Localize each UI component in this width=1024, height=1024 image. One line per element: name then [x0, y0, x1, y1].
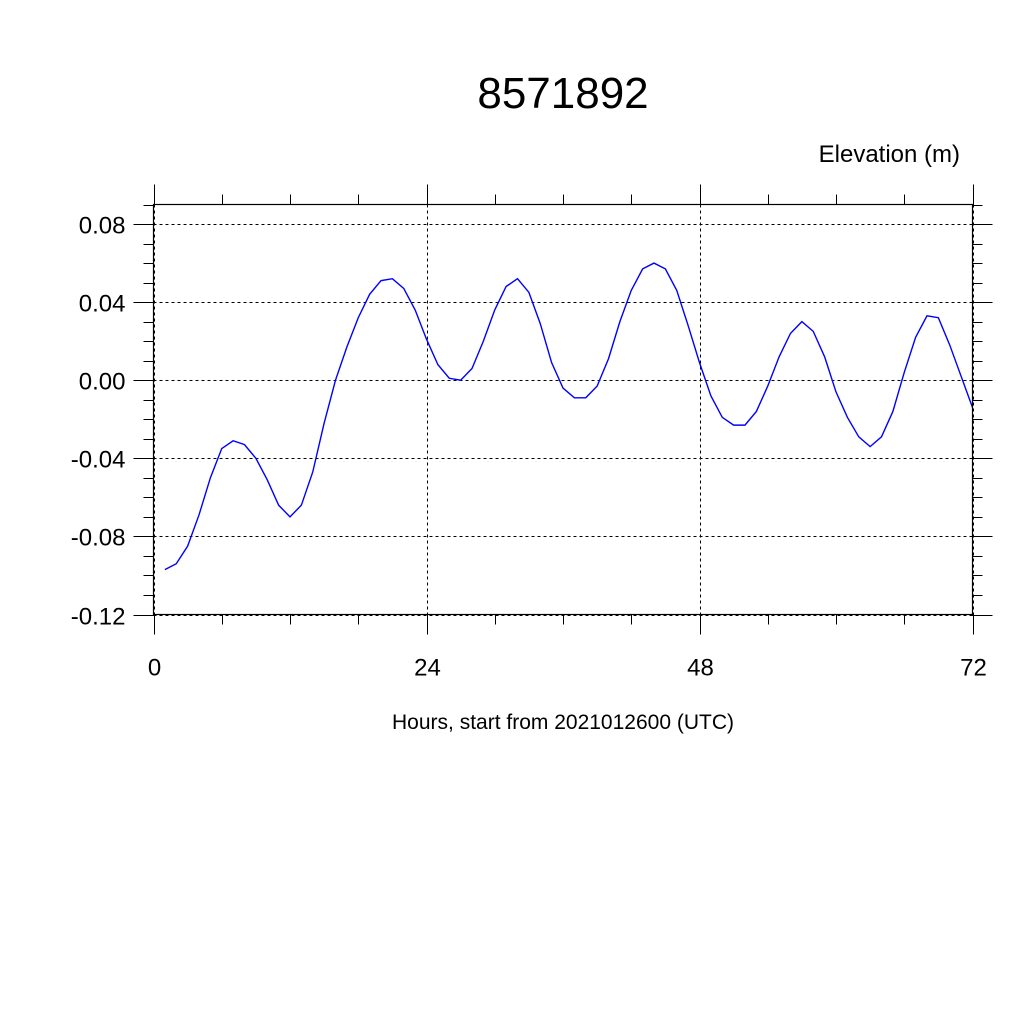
- y-axis-label: Elevation (m): [819, 141, 960, 168]
- y-tick-label: -0.08: [71, 525, 126, 552]
- y-tick-label: -0.04: [71, 447, 126, 474]
- y-tick-label: 0.00: [79, 369, 126, 396]
- series-line: [164, 262, 974, 571]
- x-tick-label: 24: [414, 655, 441, 682]
- y-tick-label: 0.04: [79, 291, 126, 318]
- x-tick-label: 72: [960, 655, 987, 682]
- x-axis-label: Hours, start from 2021012600 (UTC): [392, 711, 734, 734]
- chart-title: 8571892: [477, 69, 648, 118]
- tick-labels: -0.12 -0.08 -0.04 0.00 0.04 0.08 0 24 48 72: [71, 213, 987, 682]
- x-tick-label: 0: [148, 655, 161, 682]
- x-tick-label: 48: [687, 655, 714, 682]
- y-tick-label: -0.12: [71, 604, 126, 631]
- plot-frame: [152, 203, 974, 616]
- axis-ticks: [133, 184, 993, 635]
- y-tick-label: 0.08: [79, 213, 126, 240]
- grid-lines: [153, 204, 974, 616]
